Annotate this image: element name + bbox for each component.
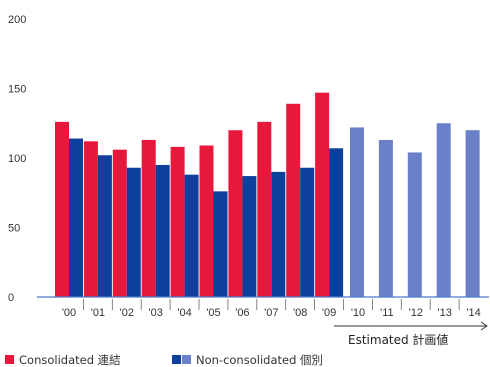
bar-non-consolidated xyxy=(271,171,286,297)
bar-non-consolidated xyxy=(69,138,83,297)
legend-swatch xyxy=(172,355,181,364)
bar-consolidated xyxy=(83,141,98,297)
estimated-label: Estimated 計画値 xyxy=(348,332,448,347)
bar-non-consolidated xyxy=(97,155,112,297)
bar-non-consolidated xyxy=(184,174,199,297)
x-tick-label: '06 xyxy=(235,307,249,319)
y-tick-label: 100 xyxy=(8,153,26,165)
x-tick-label: '00 xyxy=(62,307,76,319)
y-axis-ticks: 0 50 100 150 200 xyxy=(8,14,26,304)
x-tick-label: '09 xyxy=(322,307,336,319)
bar-non-consolidated xyxy=(155,164,170,297)
y-tick-label: 150 xyxy=(8,84,26,96)
x-tick-label: '13 xyxy=(438,307,452,319)
bar-consolidated xyxy=(141,139,156,297)
estimated-arrow-head xyxy=(480,321,488,331)
bar-non-consolidated xyxy=(213,191,228,297)
x-tick-label: '14 xyxy=(466,307,480,319)
bar-non-consolidated-estimated xyxy=(350,127,364,297)
x-tick-label: '02 xyxy=(120,307,134,319)
bars xyxy=(55,92,480,297)
x-tick-label: '01 xyxy=(91,307,105,319)
legend-swatch xyxy=(5,355,14,364)
x-tick-label: '08 xyxy=(293,307,307,319)
x-axis-ticks: '00 '01 '02 '03 '04 '05 '06 '07 '08 '09 '10 '11 '12 '… xyxy=(62,299,481,319)
bar-non-consolidated-estimated xyxy=(436,123,451,297)
x-tick-label: '11 xyxy=(380,307,394,319)
estimated-annotation: Estimated 計画値 xyxy=(334,321,488,347)
y-tick-label: 50 xyxy=(8,223,20,235)
y-tick-label: 0 xyxy=(8,292,14,304)
bar-consolidated xyxy=(199,145,214,297)
x-tick-label: '04 xyxy=(177,307,191,319)
x-tick-label: '10 xyxy=(351,307,365,319)
x-tick-label: '12 xyxy=(409,307,423,319)
legend-swatch xyxy=(182,355,191,364)
bar-non-consolidated-estimated xyxy=(407,152,422,297)
bar-consolidated xyxy=(112,149,127,297)
x-tick-label: '07 xyxy=(264,307,278,319)
x-tick-label: '03 xyxy=(149,307,163,319)
bar-consolidated xyxy=(257,121,272,297)
y-tick-label: 200 xyxy=(8,14,26,26)
bar-non-consolidated xyxy=(329,148,344,297)
bar-consolidated xyxy=(315,92,330,297)
bar-non-consolidated xyxy=(242,176,257,297)
bar-consolidated xyxy=(55,121,69,297)
legend-label: Non-consolidated 個別 xyxy=(196,353,323,367)
legend-label: Consolidated 連結 xyxy=(19,353,121,367)
bar-non-consolidated xyxy=(126,167,141,297)
bar-non-consolidated-estimated xyxy=(378,139,393,297)
bar-non-consolidated-estimated xyxy=(465,130,480,297)
legend: Consolidated 連結 Non-consolidated 個別 xyxy=(5,353,323,367)
bar-consolidated xyxy=(170,146,185,297)
bar-consolidated xyxy=(228,130,243,297)
bar-non-consolidated xyxy=(300,167,315,297)
bar-consolidated xyxy=(286,103,301,297)
x-tick-label: '05 xyxy=(206,307,220,319)
